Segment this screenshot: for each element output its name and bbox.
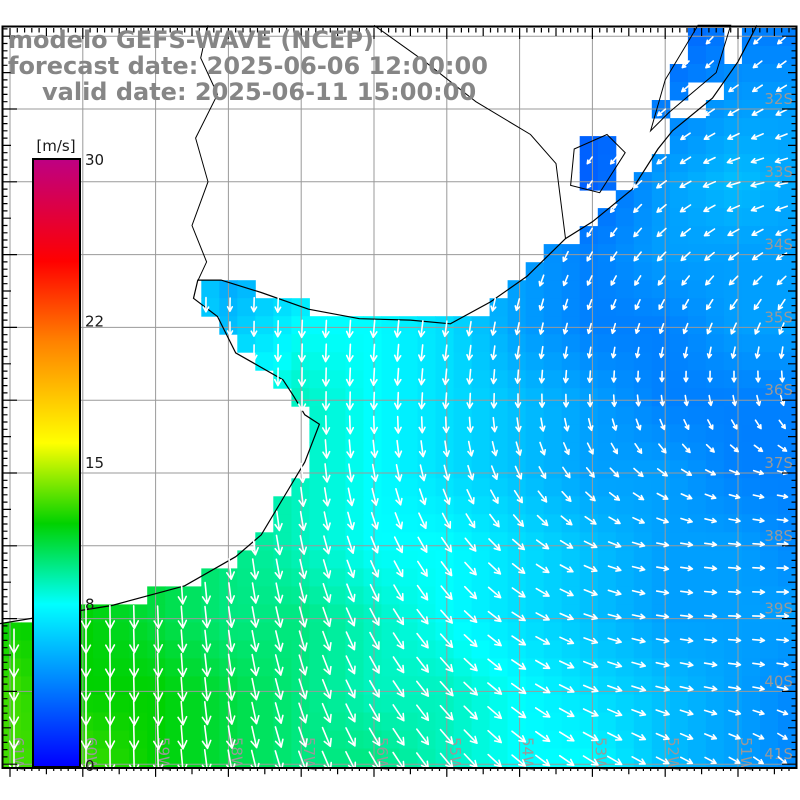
lat-label-35S: 35S (764, 308, 793, 326)
lon-label-57W: 57W (300, 737, 318, 771)
coastline-layer (0, 24, 758, 625)
top-ticks (9, 28, 790, 39)
lat-label-32S: 32S (764, 90, 793, 108)
lat-label-40S: 40S (764, 672, 793, 690)
lat-label-39S: 39S (764, 600, 793, 618)
colorbar: [m/s] 30 22 15 8 0 (32, 137, 104, 775)
lat-label-34S: 34S (764, 236, 793, 254)
lon-label-58W: 58W (227, 737, 245, 771)
bottom-ticks (9, 767, 790, 777)
colorbar-tick-22: 22 (85, 313, 104, 331)
lat-label-41S: 41S (764, 745, 793, 763)
colorbar-tick-0: 0 (85, 757, 95, 775)
lat-label-37S: 37S (764, 454, 793, 472)
lon-label-51W: 51W (737, 737, 755, 771)
coastline (0, 25, 758, 625)
lagoon-outline (649, 24, 732, 133)
left-ticks (3, 28, 17, 765)
colorbar-tick-8: 8 (85, 595, 95, 613)
map-frame (1, 25, 798, 769)
river-line (191, 25, 219, 282)
wind-arrows (8, 36, 790, 774)
colorbar-tick-30: 30 (85, 151, 104, 169)
lon-label-56W: 56W (373, 737, 391, 771)
lat-label-33S: 33S (764, 163, 793, 181)
colorbar-tick-15: 15 (85, 454, 104, 472)
lat-label-38S: 38S (764, 527, 793, 545)
lagoon-outline (570, 133, 626, 194)
lat-label-36S: 36S (764, 381, 793, 399)
lon-label-52W: 52W (664, 737, 682, 771)
axis-ticks (3, 28, 796, 777)
colorbar-gradient (34, 160, 79, 766)
lon-label-55W: 55W (446, 737, 464, 771)
colorbar-border (32, 158, 81, 768)
lon-label-53W: 53W (591, 737, 609, 771)
wind-speed-cells (3, 28, 797, 767)
right-ticks (782, 28, 796, 765)
colorbar-unit-label: [m/s] (36, 137, 75, 155)
border-line (373, 24, 566, 239)
